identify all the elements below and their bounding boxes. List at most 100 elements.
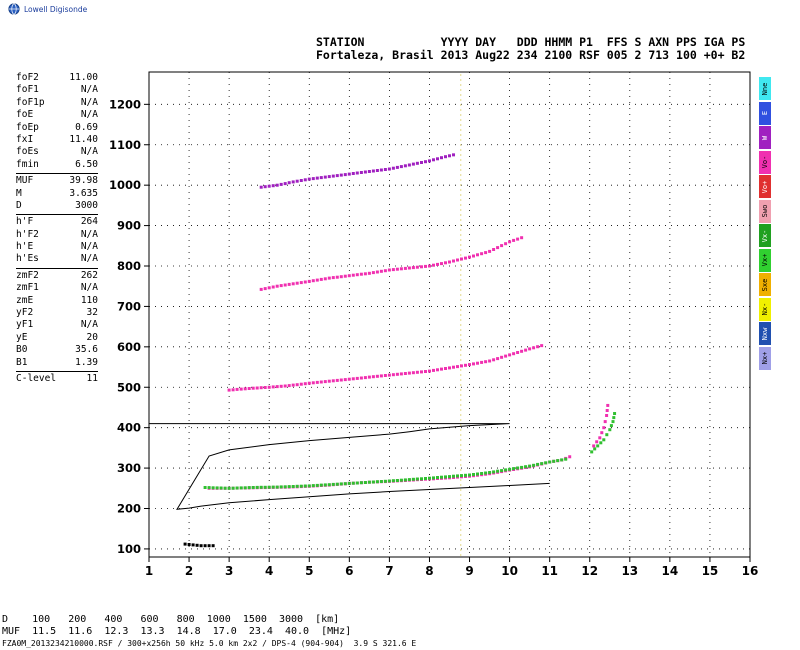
echo-point (271, 184, 275, 188)
echo-point (512, 352, 516, 356)
parameter-row: M 3.635 (16, 188, 98, 200)
echo-point (259, 486, 263, 490)
echo-point (532, 463, 536, 467)
echo-point (403, 479, 407, 482)
echo-point (363, 481, 367, 484)
echo-point (359, 171, 363, 174)
echo-point (315, 483, 319, 487)
echo-point (195, 543, 199, 547)
echo-point (399, 372, 403, 376)
echo-point (231, 388, 235, 392)
echo-point (448, 475, 451, 479)
echo-point (403, 372, 407, 375)
echo-point (500, 355, 504, 359)
parameter-row: MUF 39.98 (16, 175, 98, 187)
echo-point (235, 486, 239, 490)
echo-point (291, 485, 295, 488)
parameter-name: h'E (16, 241, 34, 253)
echo-point (456, 475, 459, 479)
echo-point (295, 383, 299, 387)
y-tick-label: 1200 (109, 97, 141, 111)
echo-point (424, 370, 427, 373)
echo-point (420, 161, 423, 164)
echo-point (460, 475, 463, 479)
parameter-value: 32 (86, 307, 98, 319)
mode-key-item: Sxe (759, 273, 771, 296)
echo-point (315, 484, 319, 488)
echo-point (540, 462, 544, 466)
echo-point (516, 237, 520, 241)
parameter-name: foF2 (16, 72, 39, 83)
echo-point (239, 486, 243, 490)
echo-point (275, 485, 279, 489)
footer-muf-row: MUF 11.5 11.6 12.3 13.3 14.8 17.0 23.4 4… (2, 626, 352, 637)
echo-point (544, 461, 548, 465)
echo-point (283, 182, 287, 186)
parameter-row: foE N/A (16, 109, 98, 121)
x-tick-label: 1 (145, 564, 153, 578)
echo-point (307, 177, 311, 181)
parameter-name: zmE (16, 294, 34, 306)
echo-point (472, 254, 475, 258)
mode-key-label: Nxw (761, 327, 769, 340)
echo-point (255, 486, 259, 490)
echo-point (319, 483, 323, 487)
echo-point (327, 483, 331, 487)
echo-point (311, 484, 315, 488)
echo-point (219, 486, 223, 490)
parameter-name: h'F2 (16, 228, 39, 240)
parameter-name: foF1p (16, 96, 45, 108)
mode-key-label: Swo (761, 204, 769, 218)
echo-point (496, 246, 500, 250)
echo-point (399, 479, 403, 483)
echo-point (279, 284, 283, 288)
echo-point (436, 262, 439, 266)
parameter-name: MUF (16, 175, 34, 187)
echo-point (275, 485, 279, 489)
echo-point (472, 473, 475, 476)
echo-point (367, 170, 371, 173)
mode-key-item: Nne (759, 77, 771, 100)
echo-point (359, 481, 363, 485)
parameter-row: foF2 11.00 (16, 72, 98, 84)
echo-point (287, 282, 291, 286)
echo-point (476, 361, 479, 365)
echo-point (456, 474, 459, 478)
echo-point (239, 387, 243, 391)
echo-point (291, 383, 295, 387)
echo-point (432, 477, 435, 481)
echo-point (613, 412, 617, 416)
parameter-name: fxI (16, 133, 34, 145)
parameter-value: N/A (80, 84, 98, 96)
echo-point (243, 486, 247, 490)
echo-point (544, 461, 548, 465)
y-tick-label: 300 (117, 461, 141, 475)
echo-point (598, 436, 602, 440)
parameter-name: yF2 (16, 307, 34, 319)
echo-point (227, 486, 231, 490)
echo-point (307, 381, 311, 385)
echo-point (267, 485, 271, 489)
parameter-value: 39.98 (69, 175, 98, 187)
parameter-value: N/A (80, 228, 98, 240)
parameter-value: N/A (80, 253, 98, 265)
echo-point (363, 170, 367, 174)
echo-point (251, 386, 255, 390)
echo-point (540, 344, 544, 348)
x-tick-label: 2 (185, 564, 193, 578)
echo-point (468, 474, 471, 478)
echo-point (335, 174, 339, 178)
echo-point (379, 374, 383, 378)
header-values: Fortaleza, Brasil 2013 Aug22 234 2100 RS… (316, 48, 746, 62)
echo-point (444, 155, 447, 159)
echo-point (279, 182, 283, 186)
x-tick-label: 3 (225, 564, 233, 578)
echo-point (271, 485, 275, 489)
echo-point (606, 403, 610, 407)
echo-point (203, 486, 207, 489)
echo-point (223, 486, 227, 490)
x-tick-label: 9 (465, 564, 473, 578)
echo-point (508, 468, 512, 472)
echo-point (371, 271, 375, 275)
parameter-row: h'Es N/A (16, 253, 98, 265)
